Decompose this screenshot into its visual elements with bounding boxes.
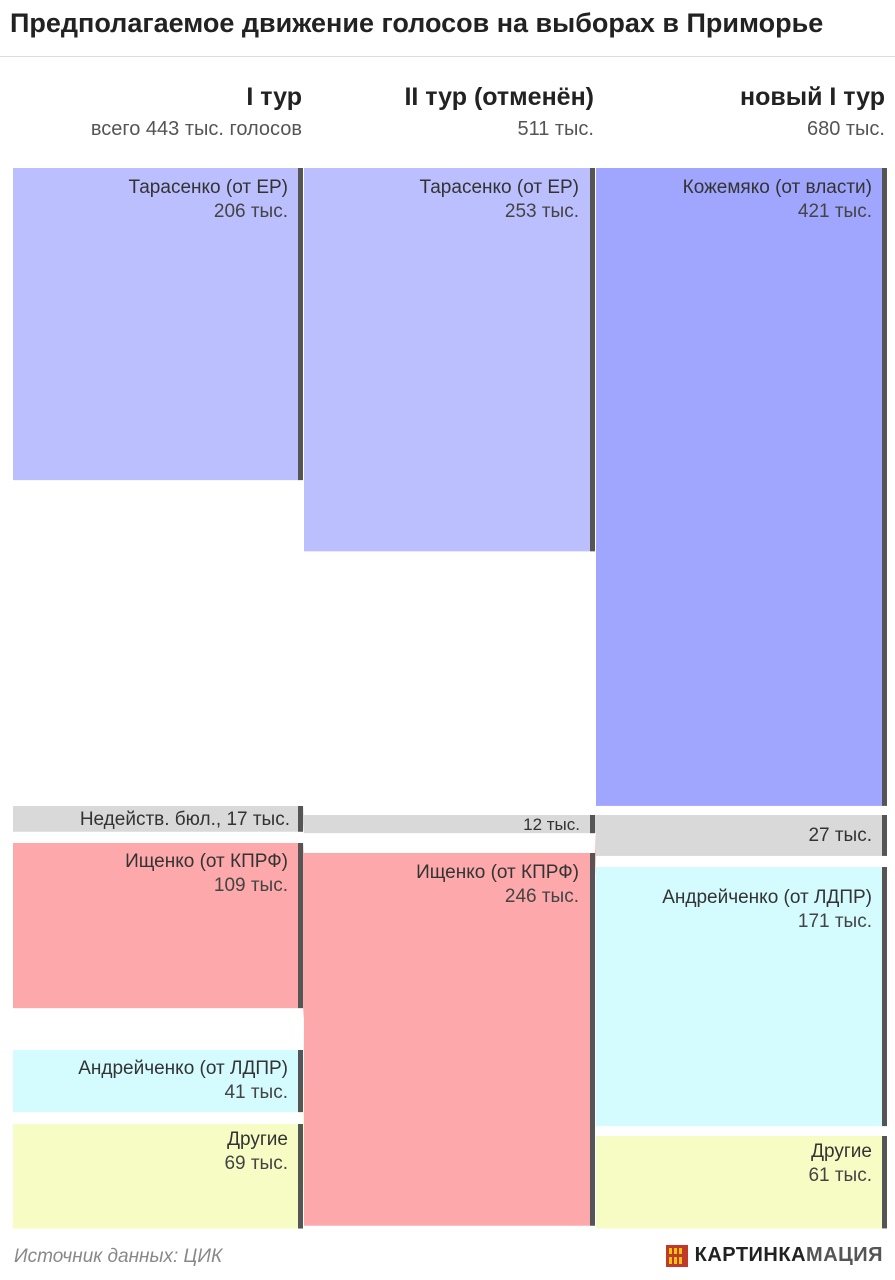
node-label-t1-others: Другие 69 тыс. [224, 1128, 288, 1176]
node-label-t1-ishchenko: Ищенко (от КПРФ) 109 тыс. [125, 850, 288, 898]
title-divider [0, 56, 895, 57]
node-value: 41 тыс. [224, 1082, 288, 1103]
column-header-round2: II тур (отменён) 511 тыс. [404, 82, 594, 143]
logo-text-main: КАРТИНКА [694, 1244, 807, 1266]
flow-link-t1_ishchenko-to-t2_ishchenko [303, 843, 304, 1019]
column-name: новый I тур [739, 83, 885, 111]
flow-link-t1_andreichenko-to-t2_ishchenko [303, 1018, 304, 1113]
node-block-t1_invalid [13, 806, 298, 832]
node-label-t1-invalid: Недейств. бюл., 17 тыс. [80, 808, 290, 832]
node-bar-t1_ishchenko [298, 843, 303, 1009]
node-bar-t1_others [298, 1124, 303, 1229]
column-total: 511 тыс. [517, 118, 594, 140]
node-label-t1-andreichenko: Андрейченко (от ЛДПР) 41 тыс. [78, 1057, 288, 1105]
node-value: 206 тыс. [213, 201, 288, 222]
node-value: 421 тыс. [797, 201, 872, 222]
node-bar-t2_invalid [590, 815, 595, 834]
node-value: 171 тыс. [797, 911, 872, 932]
node-block-t2_ishchenko [304, 853, 590, 1226]
node-name: Недейств. бюл., 17 тыс. [79, 809, 290, 830]
node-bar-t3_invalid [882, 815, 887, 856]
node-block-t3_invalid [596, 815, 882, 856]
node-block-t1_others [13, 1124, 298, 1229]
node-name: 12 тыс. [523, 815, 580, 834]
node-value: 109 тыс. [213, 875, 288, 896]
node-bar-t2_tarasenko [590, 168, 595, 552]
node-value: 69 тыс. [224, 1153, 288, 1174]
node-name: Другие [227, 1129, 288, 1150]
node-bar-t2_ishchenko [590, 853, 595, 1226]
node-name: Ищенко (от КПРФ) [416, 862, 579, 883]
node-label-t2-tarasenko: Тарасенко (от ЕР) 253 тыс. [419, 176, 579, 224]
column-total: всего 443 тыс. голосов [90, 118, 302, 140]
node-name: Другие [811, 1141, 872, 1162]
column-header-new-round1: новый I тур 680 тыс. [740, 82, 885, 143]
node-label-t2-ishchenko: Ищенко (от КПРФ) 246 тыс. [416, 861, 579, 909]
flow-link-t1_invalid-to-t2_invalid [303, 806, 304, 834]
column-total: 680 тыс. [806, 118, 885, 140]
column-header-round1: I тур всего 443 тыс. голосов [91, 82, 302, 143]
node-label-t3-kozhemyako: Кожемяко (от власти) 421 тыс. [683, 176, 872, 224]
logo-mark-icon [665, 1244, 688, 1267]
node-bar-t3_andreichenko [882, 867, 887, 1127]
node-name: Кожемяко (от власти) [682, 177, 872, 198]
flow-link-t1_others-to-t2_ishchenko [303, 1080, 304, 1229]
node-label-t3-invalid: 27 тыс. [808, 824, 872, 848]
node-blocks [13, 168, 887, 1229]
column-name: I тур [246, 83, 302, 111]
node-name: Андрейченко (от ЛДПР) [78, 1058, 288, 1079]
node-name: Тарасенко (от ЕР) [128, 177, 288, 198]
node-block-t3_others [596, 1136, 882, 1229]
node-bar-t1_tarasenko [298, 168, 303, 481]
page-title: Предполагаемое движение голосов на выбор… [10, 8, 824, 38]
brand-logo: КАРТИНКАМАЦИЯ [665, 1244, 883, 1267]
node-block-t2_tarasenko [304, 168, 590, 552]
node-bar-t1_invalid [298, 806, 303, 832]
node-label-t2-invalid: 12 тыс. [523, 813, 580, 837]
logo-wordmark: КАРТИНКАМАЦИЯ [695, 1244, 883, 1267]
node-name: Андрейченко (от ЛДПР) [662, 887, 872, 908]
node-name: Ищенко (от КПРФ) [125, 851, 288, 872]
source-note: Источник данных: ЦИК [14, 1246, 223, 1267]
node-bar-t3_kozhemyako [882, 168, 887, 806]
node-label-t3-others: Другие 61 тыс. [808, 1140, 872, 1188]
logo-text-accent: МАЦИЯ [806, 1244, 883, 1266]
node-name: 27 тыс. [808, 825, 872, 846]
node-value: 253 тыс. [504, 201, 579, 222]
node-block-t3_kozhemyako [596, 168, 882, 806]
node-bar-t3_others [882, 1136, 887, 1229]
column-name: II тур (отменён) [404, 83, 594, 111]
flow-link-t2_invalid-to-t3_invalid [595, 815, 596, 834]
node-label-t1-tarasenko: Тарасенко (от ЕР) 206 тыс. [128, 176, 288, 224]
node-name: Тарасенко (от ЕР) [419, 177, 579, 198]
node-block-t3_andreichenko [596, 867, 882, 1127]
node-block-t1_tarasenko [13, 168, 298, 481]
node-block-t2_invalid [304, 815, 590, 834]
node-block-t1_andreichenko [13, 1050, 298, 1113]
node-label-t3-andreichenko: Андрейченко (от ЛДПР) 171 тыс. [662, 886, 872, 934]
node-block-t1_ishchenko [13, 843, 298, 1009]
node-value: 61 тыс. [808, 1165, 872, 1186]
flow-link-t2_ishchenko-to-t3_invalid [595, 833, 596, 876]
flow-links [303, 806, 596, 1229]
node-value: 246 тыс. [504, 886, 579, 907]
node-bar-t1_andreichenko [298, 1050, 303, 1113]
